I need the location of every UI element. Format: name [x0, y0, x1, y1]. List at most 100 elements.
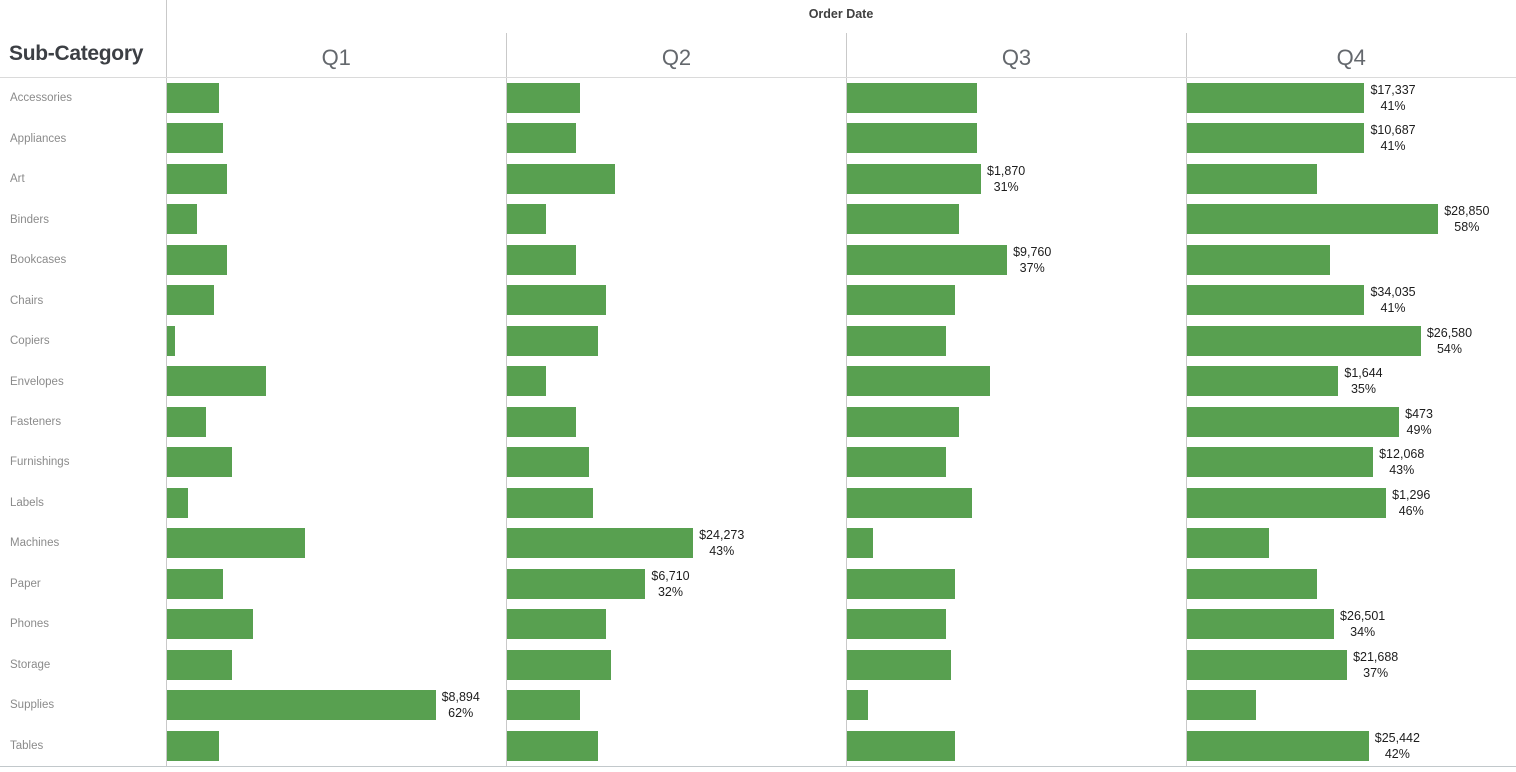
bar-appliances-q4[interactable] [1186, 123, 1365, 154]
bar-labels-q4[interactable] [1186, 487, 1387, 518]
row-label-fasteners[interactable]: Fasteners [10, 415, 62, 428]
bar-labels-q3[interactable] [846, 487, 973, 518]
bar-phones-q3[interactable] [846, 609, 947, 640]
row-label-furnishings[interactable]: Furnishings [10, 456, 70, 469]
bar-machines-q4[interactable] [1186, 528, 1269, 559]
label-sales-value: $8,894 [441, 690, 480, 705]
bar-paper-q2[interactable] [506, 568, 646, 599]
bar-storage-q4[interactable] [1186, 649, 1348, 680]
bar-supplies-q3[interactable] [846, 690, 869, 721]
bar-appliances-q3[interactable] [846, 123, 977, 154]
bar-bookcases-q2[interactable] [506, 244, 576, 275]
bar-copiers-q4[interactable] [1186, 325, 1421, 356]
bar-chairs-q1[interactable] [166, 285, 215, 316]
bar-storage-q1[interactable] [166, 649, 232, 680]
row-label-phones[interactable]: Phones [10, 618, 50, 631]
label-percent-of-total: 58% [1454, 220, 1480, 235]
bar-supplies-q2[interactable] [506, 690, 581, 721]
bar-labels-q2[interactable] [506, 487, 594, 518]
bar-value-label-machines: $24,273 43% [699, 527, 744, 559]
row-label-art[interactable]: Art [10, 173, 25, 186]
bar-paper-q3[interactable] [846, 568, 955, 599]
bar-phones-q4[interactable] [1186, 609, 1335, 640]
row-label-copiers[interactable]: Copiers [10, 335, 50, 348]
bar-accessories-q3[interactable] [846, 83, 977, 113]
bar-binders-q1[interactable] [166, 204, 197, 235]
bar-tables-q3[interactable] [846, 730, 955, 761]
bar-machines-q2[interactable] [506, 528, 694, 559]
bar-copiers-q2[interactable] [506, 325, 598, 356]
bar-art-q4[interactable] [1186, 163, 1317, 194]
bottom-axis-line [0, 766, 1516, 767]
row-label-labels[interactable]: Labels [10, 496, 44, 509]
bar-supplies-q4[interactable] [1186, 690, 1256, 721]
row-dimension-header[interactable]: Sub-Category [9, 42, 144, 65]
bar-copiers-q3[interactable] [846, 325, 947, 356]
bar-tables-q2[interactable] [506, 730, 598, 761]
column-header-q4[interactable]: Q4 [1336, 45, 1366, 70]
bar-chairs-q3[interactable] [846, 285, 955, 316]
bar-binders-q4[interactable] [1186, 204, 1439, 235]
bar-tables-q4[interactable] [1186, 730, 1369, 761]
bar-storage-q3[interactable] [846, 649, 951, 680]
row-label-chairs[interactable]: Chairs [10, 294, 44, 307]
row-label-paper[interactable]: Paper [10, 577, 41, 590]
bar-supplies-q1[interactable] [166, 690, 436, 721]
label-percent-of-total: 37% [1363, 665, 1389, 680]
row-label-supplies[interactable]: Supplies [10, 699, 55, 712]
bar-fasteners-q1[interactable] [166, 406, 206, 437]
bar-envelopes-q1[interactable] [166, 366, 267, 397]
bar-appliances-q1[interactable] [166, 123, 223, 154]
bar-bookcases-q3[interactable] [846, 244, 1008, 275]
bar-labels-q1[interactable] [166, 487, 189, 518]
bar-paper-q4[interactable] [1186, 568, 1317, 599]
bar-furnishings-q2[interactable] [506, 447, 589, 478]
row-label-storage[interactable]: Storage [10, 658, 51, 671]
bar-accessories-q1[interactable] [166, 83, 219, 113]
bar-chairs-q4[interactable] [1186, 285, 1365, 316]
bar-phones-q2[interactable] [506, 609, 607, 640]
bar-phones-q1[interactable] [166, 609, 254, 640]
bar-chairs-q2[interactable] [506, 285, 607, 316]
bar-furnishings-q3[interactable] [846, 447, 947, 478]
bar-fasteners-q2[interactable] [506, 406, 576, 437]
column-header-q2[interactable]: Q2 [661, 45, 692, 70]
bar-fasteners-q4[interactable] [1186, 406, 1400, 437]
bar-binders-q3[interactable] [846, 204, 960, 235]
row-label-machines[interactable]: Machines [10, 537, 60, 550]
bar-furnishings-q4[interactable] [1186, 447, 1374, 478]
bar-accessories-q2[interactable] [506, 83, 581, 113]
label-percent-of-total: 34% [1350, 625, 1376, 640]
bar-copiers-q1[interactable] [166, 325, 176, 356]
bar-paper-q1[interactable] [166, 568, 223, 599]
row-label-binders[interactable]: Binders [10, 213, 49, 226]
row-label-tables[interactable]: Tables [10, 739, 44, 752]
bar-binders-q2[interactable] [506, 204, 546, 235]
bar-furnishings-q1[interactable] [166, 447, 232, 478]
row-label-envelopes[interactable]: Envelopes [10, 375, 64, 388]
bar-bookcases-q4[interactable] [1186, 244, 1330, 275]
bar-machines-q1[interactable] [166, 528, 306, 559]
bar-accessories-q4[interactable] [1186, 83, 1365, 113]
bar-art-q2[interactable] [506, 163, 615, 194]
bar-envelopes-q3[interactable] [846, 366, 990, 397]
row-label-bookcases[interactable]: Bookcases [10, 254, 67, 267]
bar-tables-q1[interactable] [166, 730, 219, 761]
bar-art-q1[interactable] [166, 163, 228, 194]
bar-bookcases-q1[interactable] [166, 244, 228, 275]
bar-appliances-q2[interactable] [506, 123, 576, 154]
bar-envelopes-q4[interactable] [1186, 366, 1339, 397]
column-header-q3[interactable]: Q3 [1001, 45, 1032, 70]
column-header-q1[interactable]: Q1 [321, 45, 351, 70]
label-percent-of-total: 42% [1384, 746, 1410, 761]
header-underline [0, 77, 1516, 78]
bar-art-q3[interactable] [846, 163, 982, 194]
bar-machines-q3[interactable] [846, 528, 873, 559]
bar-storage-q2[interactable] [506, 649, 611, 680]
bar-envelopes-q2[interactable] [506, 366, 546, 397]
bar-value-label-paper: $6,710 32% [651, 568, 689, 600]
row-label-appliances[interactable]: Appliances [10, 132, 67, 145]
row-label-accessories[interactable]: Accessories [10, 92, 72, 105]
bar-fasteners-q3[interactable] [846, 406, 960, 437]
label-percent-of-total: 43% [709, 544, 735, 559]
